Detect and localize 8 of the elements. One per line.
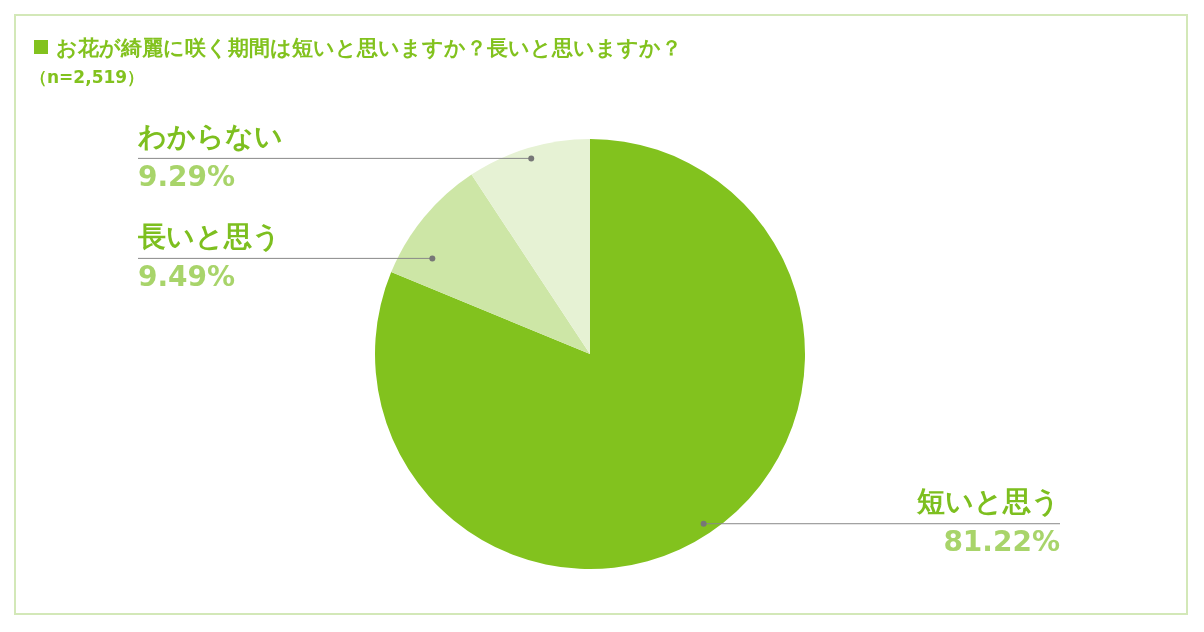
slice-label: 短いと思う [916, 485, 1060, 518]
chart-title: お花が綺麗に咲く期間は短いと思いますか？長いと思いますか？ [56, 35, 682, 62]
chart-subtitle: （n=2,519） [30, 66, 145, 89]
data-label: 9.29% [138, 159, 236, 193]
slice-label: 長いと思う [137, 219, 281, 253]
data-label: 9.49% [138, 259, 236, 293]
data-label: 81.22% [943, 525, 1060, 558]
slice-label: わからない [137, 119, 283, 153]
